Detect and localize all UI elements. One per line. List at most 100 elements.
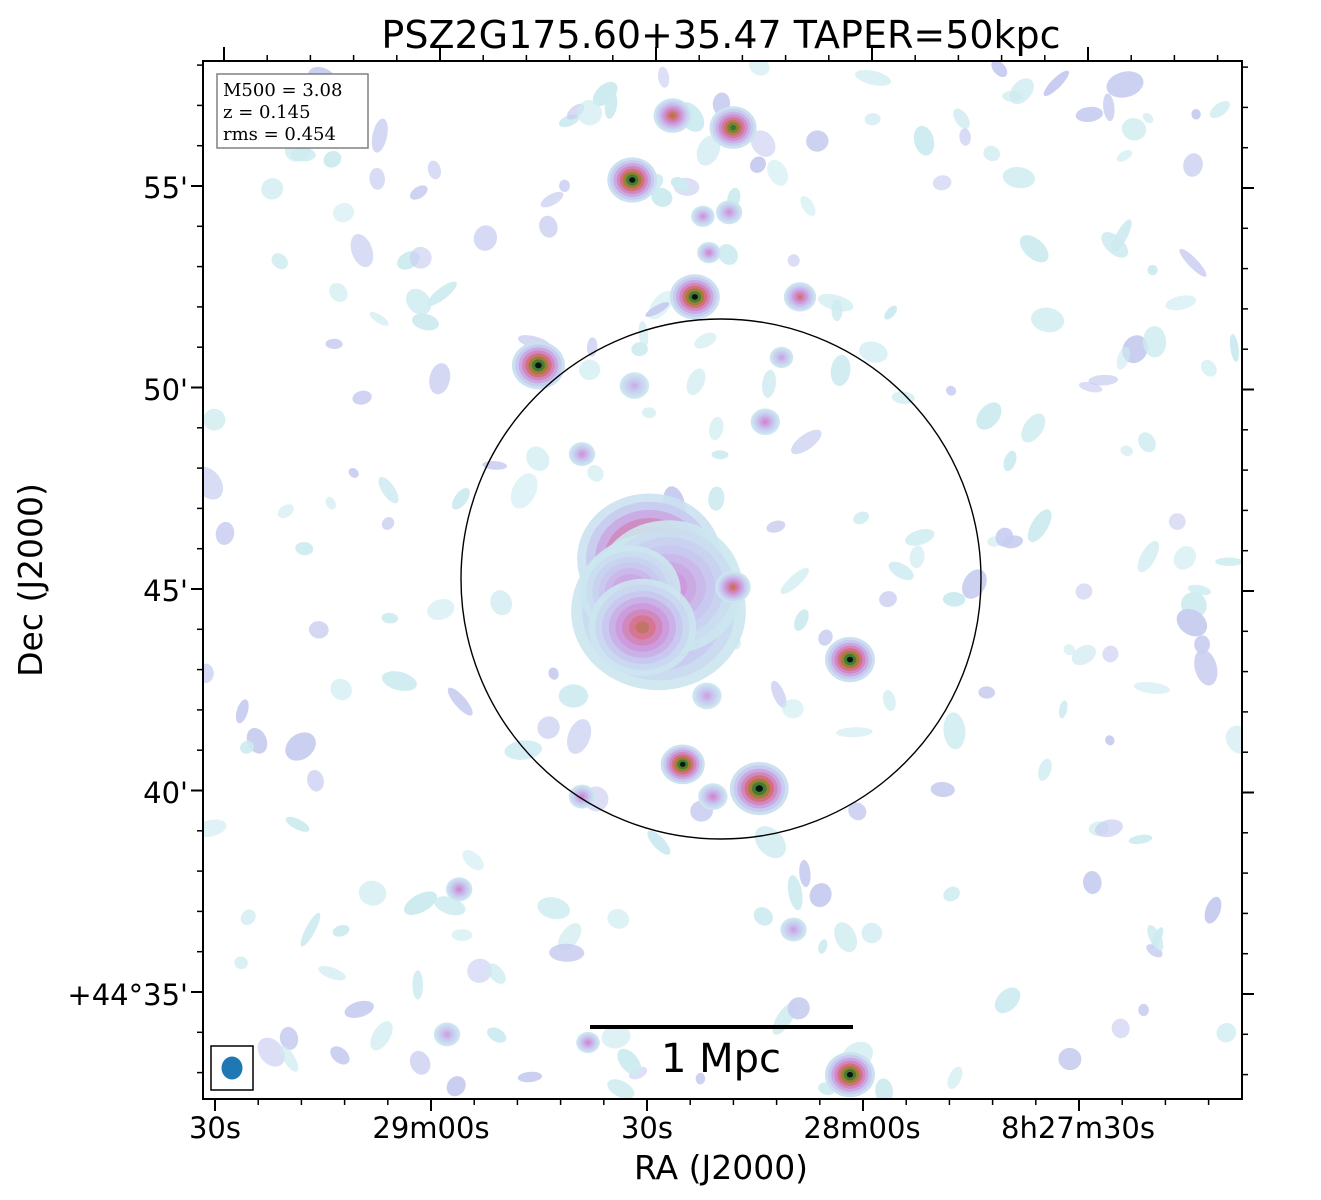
noise-blob [1194, 649, 1218, 686]
noise-blob [1058, 700, 1068, 719]
point-source [709, 106, 757, 149]
noise-blob [1063, 644, 1075, 656]
noise-blob [995, 527, 1014, 547]
noise-blob [638, 320, 649, 348]
noise-blob [280, 1045, 299, 1072]
noise-blob [558, 684, 589, 708]
noise-blob [959, 128, 971, 146]
noise-blob [1075, 106, 1103, 123]
noise-blob [891, 391, 915, 405]
noise-blob [607, 909, 630, 929]
noise-blob [780, 567, 810, 595]
noise-blob [978, 686, 995, 699]
noise-blob [308, 621, 329, 639]
noise-blob [510, 473, 538, 509]
noise-blob [332, 924, 350, 937]
noise-blob [943, 886, 960, 902]
noise-blob [1116, 149, 1133, 162]
noise-blob [884, 305, 898, 320]
noise-blob [487, 963, 506, 984]
noise-blob [235, 699, 249, 724]
info-box: M500 = 3.08 z = 0.145 rms = 0.454 [216, 73, 369, 149]
noise-blob [330, 678, 352, 701]
y-tick-label: 45' [143, 574, 188, 608]
noise-blob [567, 719, 592, 754]
noise-blob [670, 177, 690, 192]
noise-blob [1229, 334, 1239, 362]
noise-blob [576, 100, 603, 126]
noise-blob [767, 159, 789, 186]
noise-blob [203, 819, 227, 838]
noise-blob [1138, 432, 1156, 453]
noise-blob [203, 467, 224, 500]
noise-blob [285, 816, 310, 832]
noise-blobs [203, 61, 1242, 1099]
noise-blob [517, 1071, 543, 1083]
noise-blob [559, 179, 570, 192]
point-source [697, 242, 721, 264]
y-tick-label: 55' [143, 171, 188, 205]
plot-frame [202, 60, 1243, 1100]
noise-blob [1027, 509, 1052, 543]
point-source [769, 346, 794, 368]
point-source [783, 282, 817, 312]
noise-blob [864, 113, 881, 126]
point-source [729, 762, 789, 816]
noise-blob [799, 859, 811, 888]
noise-blob [601, 1024, 631, 1049]
noise-blob [991, 61, 1008, 78]
noise-blob [451, 929, 473, 942]
x-tick-label: 30s [189, 1111, 241, 1145]
noise-blob [1146, 944, 1163, 958]
noise-blob [794, 609, 809, 631]
noise-blob [1183, 153, 1203, 177]
noise-blob [1094, 819, 1123, 838]
noise-blob [1021, 413, 1046, 443]
noise-blob [300, 912, 321, 947]
noise-blob [717, 244, 739, 265]
noise-blob [806, 130, 829, 152]
noise-blob [1142, 326, 1167, 358]
noise-blob [473, 225, 498, 251]
x-tick-label: 30s [621, 1111, 673, 1145]
noise-blob [318, 966, 346, 981]
point-source [653, 98, 692, 133]
noise-blob [695, 1072, 706, 1085]
noise-blob [344, 1000, 374, 1018]
noise-blob [1121, 117, 1147, 141]
noise-blob [642, 407, 656, 419]
noise-blob [750, 156, 766, 173]
noise-blob [271, 253, 288, 270]
noise-blob [427, 160, 442, 180]
noise-blob [943, 712, 966, 750]
noise-blob [1142, 112, 1154, 124]
noise-blob [1147, 925, 1164, 951]
noise-blob [1002, 166, 1036, 189]
noise-blob [711, 450, 729, 460]
noise-blob [504, 740, 543, 760]
noise-blob [381, 612, 399, 624]
noise-blob [406, 288, 432, 315]
noise-blob [540, 191, 564, 208]
noise-blob [782, 699, 804, 719]
noise-blob [1071, 644, 1097, 666]
noise-blob [348, 467, 359, 478]
noise-blob [1031, 307, 1065, 333]
noise-blob [1191, 109, 1201, 120]
noise-blob [369, 167, 385, 190]
info-redshift: z = 0.145 [223, 102, 311, 123]
noise-blob [696, 135, 721, 166]
noise-blob [378, 477, 399, 504]
noise-blob [818, 939, 828, 954]
noise-blob [549, 943, 585, 962]
noise-blob [451, 488, 470, 510]
noise-blob [762, 369, 776, 398]
point-source [715, 200, 743, 225]
x-tick-label: 8h27m30s [1001, 1111, 1155, 1145]
noise-blob [1003, 450, 1017, 472]
noise-blob [1173, 546, 1196, 570]
noise-blob [487, 1027, 507, 1043]
noise-blob [427, 281, 457, 306]
x-axis: 30s 29m00s 30s 28m00s 8h27m30s RA (J2000… [189, 1111, 1155, 1187]
plot-title: PSZ2G175.60+35.47 TAPER=50kpc [381, 13, 1060, 57]
